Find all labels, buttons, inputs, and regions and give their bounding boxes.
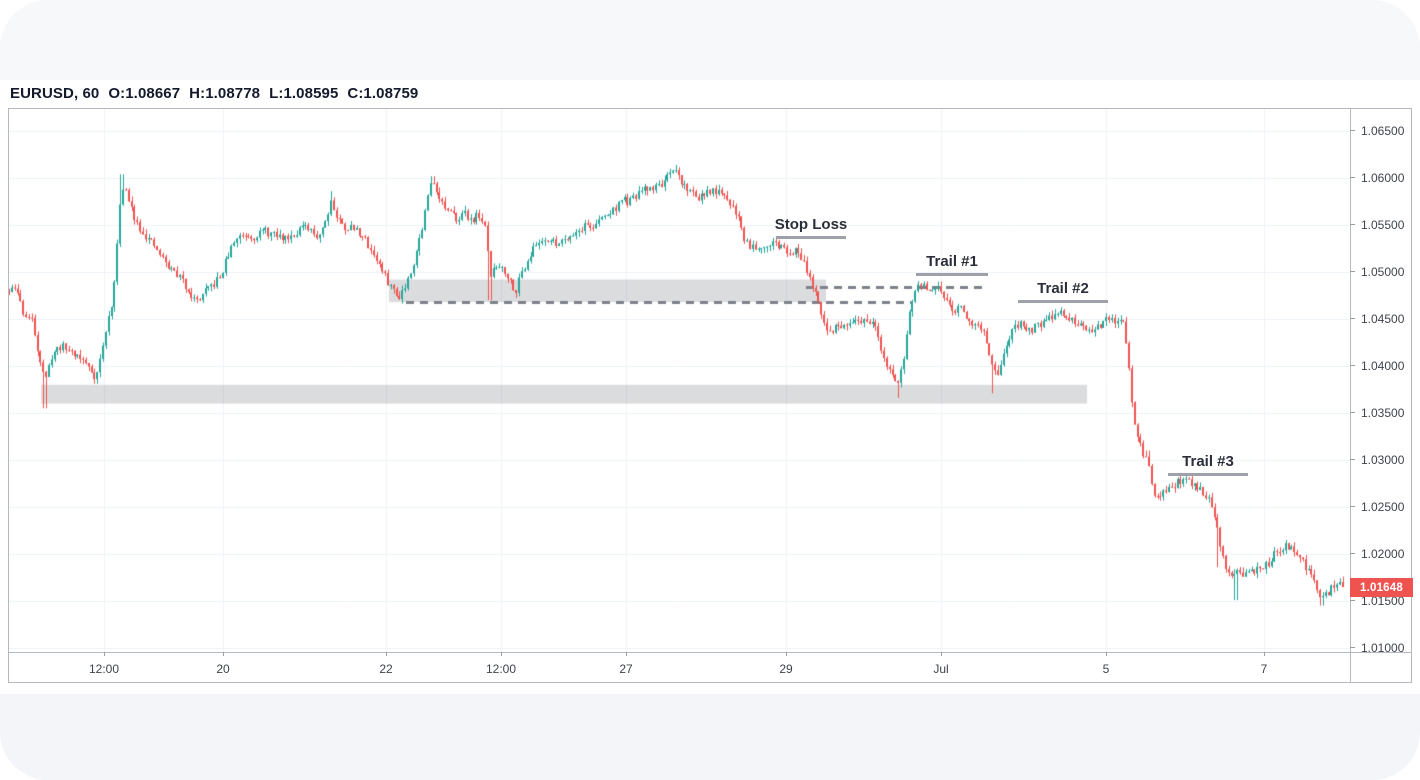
ohlc-low: L: 1.08595 — [269, 85, 338, 103]
close-value: 1.08759 — [363, 85, 419, 102]
ohlc-high: H: 1.08778 — [189, 85, 260, 103]
stop-loss-label: Stop Loss — [774, 216, 848, 234]
stop-loss-level-line — [776, 236, 846, 240]
chart-plot-box: 1.06500 1.06000 1.05500 1.05000 1.04500 1.040… — [8, 108, 1413, 683]
time-axis-separator — [9, 652, 1411, 653]
candlestick-chart-canvas[interactable] — [9, 109, 1350, 652]
time-axis-label: 22 — [379, 662, 393, 676]
trail-3-label: Trail #3 — [1182, 452, 1234, 470]
price-tick-mark — [1350, 365, 1355, 366]
time-tick-mark — [223, 652, 224, 656]
open-label: O: — [108, 85, 126, 102]
price-tick-mark — [1350, 130, 1355, 131]
marker-stop-loss[interactable]: Stop Loss — [774, 215, 848, 240]
time-tick-mark — [386, 652, 387, 656]
last-price-label: 1.01648 — [1350, 578, 1413, 597]
price-axis-label: 1.01000 — [1350, 641, 1404, 655]
high-value: 1.08778 — [205, 85, 261, 102]
price-axis-label: 1.02500 — [1350, 500, 1404, 514]
ohlc-open: O: 1.08667 — [108, 85, 180, 103]
chart-legend[interactable]: EURUSD, 60 O: 1.08667 H: 1.08778 L: 1.08595… — [10, 85, 418, 103]
low-label: L: — [269, 85, 284, 102]
time-axis-label: 5 — [1102, 662, 1110, 676]
high-label: H: — [189, 85, 206, 102]
symbol-interval-label[interactable]: EURUSD, 60 — [10, 85, 100, 102]
close-label: C: — [347, 85, 364, 102]
window-bottom-strip — [0, 694, 1420, 780]
time-tick-mark — [941, 652, 942, 656]
time-tick-mark — [786, 652, 787, 656]
price-axis-label: 1.01500 — [1350, 594, 1404, 608]
price-axis-label: 1.06500 — [1350, 124, 1404, 138]
price-axis-label: 1.05500 — [1350, 218, 1404, 232]
price-tick-mark — [1350, 177, 1355, 178]
marker-trail-2[interactable]: Trail #2 — [1018, 279, 1108, 304]
time-tick-mark — [626, 652, 627, 656]
time-axis-label: 27 — [619, 662, 633, 676]
price-tick-mark — [1350, 318, 1355, 319]
price-tick-mark — [1350, 647, 1355, 648]
price-axis-label: 1.03500 — [1350, 406, 1404, 420]
price-axis-label: 1.05000 — [1350, 265, 1404, 279]
time-tick-mark — [501, 652, 502, 656]
trail-3-level-line — [1168, 472, 1248, 476]
time-axis-label: 12:00 — [485, 662, 517, 676]
last-price-value: 1.01648 — [1360, 581, 1403, 594]
time-tick-mark — [1106, 652, 1107, 656]
price-axis-separator — [1350, 109, 1351, 682]
price-tick-mark — [1350, 271, 1355, 272]
trail-2-level-line — [1018, 300, 1108, 304]
price-tick-mark — [1350, 412, 1355, 413]
time-axis-label: 12:00 — [88, 662, 120, 676]
price-tick-mark — [1350, 600, 1355, 601]
open-value: 1.08667 — [125, 85, 181, 102]
window-top-strip — [0, 0, 1420, 80]
time-axis-label: 20 — [216, 662, 230, 676]
price-axis-label: 1.06000 — [1350, 171, 1404, 185]
marker-trail-1[interactable]: Trail #1 — [916, 252, 988, 276]
price-tick-mark — [1350, 553, 1355, 554]
time-axis-label: 29 — [779, 662, 793, 676]
low-value: 1.08595 — [283, 85, 339, 102]
price-axis-label: 1.04500 — [1350, 312, 1404, 326]
price-tick-mark — [1350, 459, 1355, 460]
price-axis-label: 1.02000 — [1350, 547, 1404, 561]
time-tick-mark — [1264, 652, 1265, 656]
ohlc-close: C: 1.08759 — [347, 85, 418, 103]
price-axis-label: 1.03000 — [1350, 453, 1404, 467]
price-tick-mark — [1350, 506, 1355, 507]
time-tick-mark — [104, 652, 105, 656]
time-axis-label: Jul — [933, 662, 949, 676]
price-tick-mark — [1350, 224, 1355, 225]
price-axis-label: 1.04000 — [1350, 359, 1404, 373]
trail-1-level-line — [916, 272, 988, 276]
marker-trail-3[interactable]: Trail #3 — [1168, 452, 1248, 476]
time-axis-label: 7 — [1260, 662, 1268, 676]
trail-1-label: Trail #1 — [926, 252, 978, 270]
trail-2-label: Trail #2 — [1037, 280, 1089, 298]
